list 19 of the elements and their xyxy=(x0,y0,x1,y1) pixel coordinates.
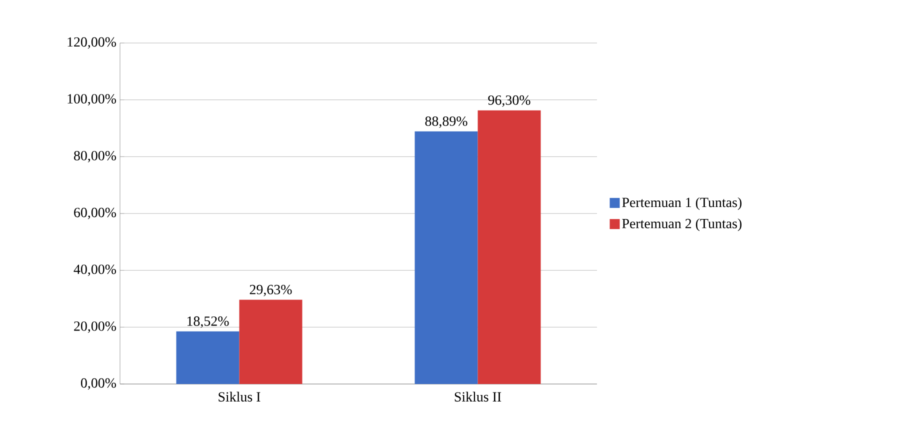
y-tick-label: 20,00% xyxy=(74,321,116,333)
legend-label: Pertemuan 2 (Tuntas) xyxy=(622,218,742,232)
y-tick-label: 80,00% xyxy=(74,150,116,162)
data-label: 88,89% xyxy=(425,116,468,128)
legend-label: Pertemuan 1 (Tuntas) xyxy=(622,197,742,210)
data-label: 18,52% xyxy=(187,316,229,328)
bar xyxy=(414,131,478,384)
bar xyxy=(176,331,240,384)
data-label: 96,30% xyxy=(488,95,530,107)
y-tick-label: 40,00% xyxy=(74,264,116,276)
data-label: 29,63% xyxy=(250,284,292,296)
bar xyxy=(239,300,302,384)
y-tick-label: 60,00% xyxy=(74,208,116,220)
bar xyxy=(478,110,541,384)
y-tick-label: 120,00% xyxy=(68,37,116,49)
x-tick-label: Siklus I xyxy=(218,392,260,402)
y-tick-label: 100,00% xyxy=(68,94,116,106)
y-tick-label: 0,00% xyxy=(80,378,116,390)
x-tick-label: Siklus II xyxy=(454,392,502,402)
